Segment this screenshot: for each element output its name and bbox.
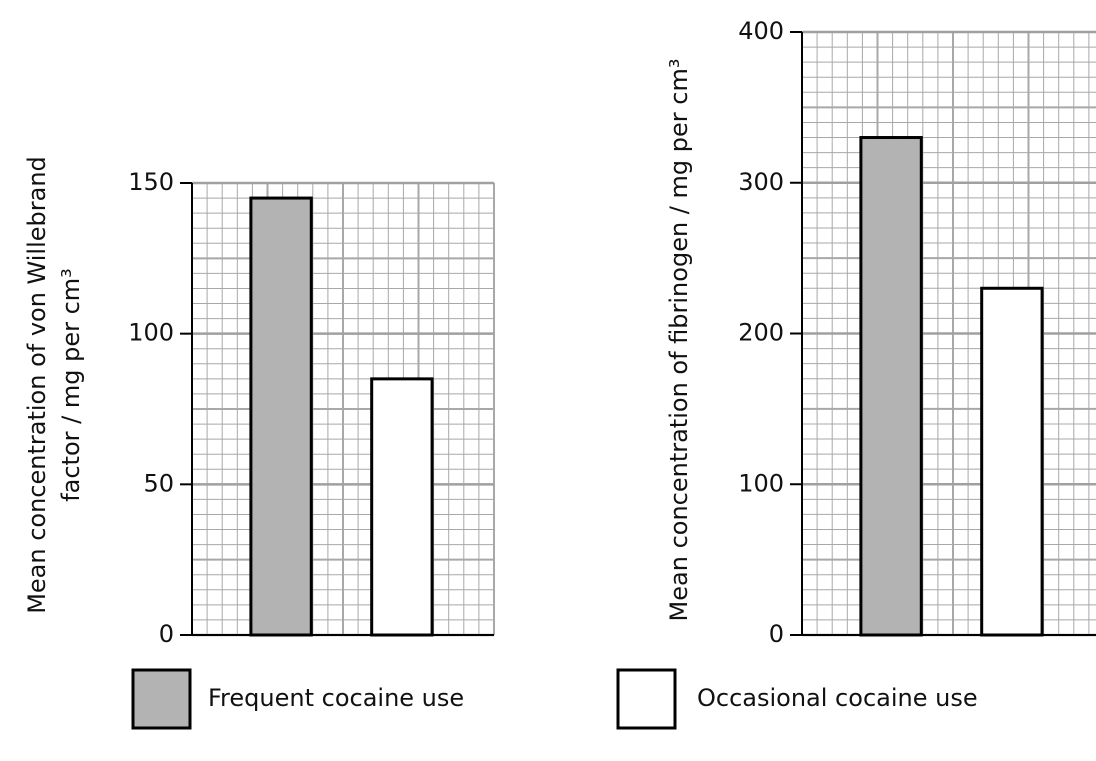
bar xyxy=(249,196,313,637)
y-tick-label: 300 xyxy=(738,168,784,196)
legend-swatch xyxy=(131,668,192,730)
bar xyxy=(859,136,923,637)
y-tick-label: 0 xyxy=(769,620,784,648)
y-tick-label: 100 xyxy=(738,469,784,497)
y-tick-label: 100 xyxy=(128,319,174,347)
y-axis-label: factor / mg per cm³ xyxy=(57,268,85,502)
legend-label: Occasional cocaine use xyxy=(697,684,978,712)
legend-swatch xyxy=(616,668,677,730)
y-tick-label: 200 xyxy=(738,319,784,347)
y-tick-label: 0 xyxy=(159,620,174,648)
legend-label: Frequent cocaine use xyxy=(208,684,464,712)
y-tick-label: 400 xyxy=(738,17,784,45)
y-tick-label: 150 xyxy=(128,168,174,196)
y-axis-label: Mean concentration of fibrinogen / mg pe… xyxy=(665,59,693,622)
bar xyxy=(370,377,434,637)
y-tick-label: 50 xyxy=(143,469,174,497)
y-axis-label: Mean concentration of von Willebrand xyxy=(23,156,51,614)
bar xyxy=(980,286,1044,637)
